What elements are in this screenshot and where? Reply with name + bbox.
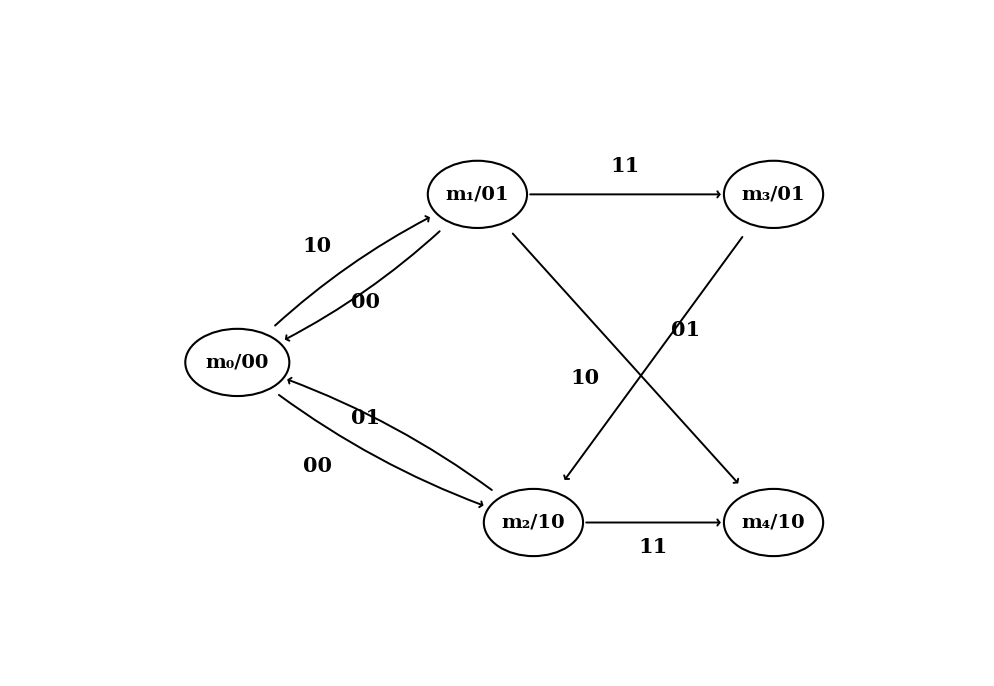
Ellipse shape (484, 489, 583, 556)
Ellipse shape (724, 489, 823, 556)
Text: 00: 00 (351, 292, 380, 312)
Ellipse shape (185, 329, 289, 396)
Text: m₂/10: m₂/10 (502, 514, 566, 532)
Text: m₃/01: m₃/01 (742, 185, 805, 203)
Text: m₀/00: m₀/00 (206, 353, 269, 371)
Text: 10: 10 (303, 237, 332, 257)
Text: m₄/10: m₄/10 (742, 514, 805, 532)
Text: 11: 11 (639, 536, 668, 556)
Ellipse shape (427, 161, 527, 228)
Text: 01: 01 (671, 320, 700, 340)
Text: m₁/01: m₁/01 (445, 185, 509, 203)
Text: 01: 01 (351, 408, 380, 429)
Text: 11: 11 (611, 156, 640, 176)
Text: 00: 00 (303, 456, 332, 477)
Text: 10: 10 (571, 368, 600, 388)
Ellipse shape (724, 161, 823, 228)
